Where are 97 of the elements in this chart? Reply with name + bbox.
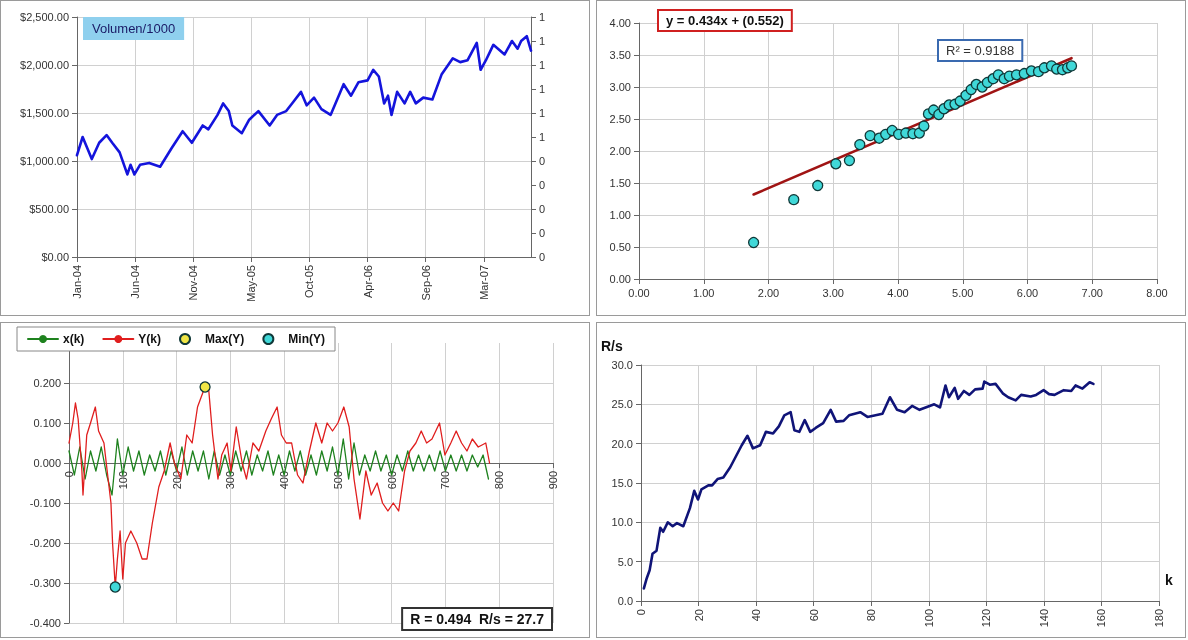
x-tick-label: 600 [385, 471, 398, 490]
x-tick-label: 20 [692, 609, 705, 622]
y-tick-label: 20.0 [611, 437, 633, 450]
y-tick-label: 2.00 [609, 145, 631, 157]
y-tick-label: 1.00 [609, 209, 631, 221]
y-tick-label: -0.400 [29, 617, 61, 629]
x-tick-label: 200 [170, 471, 183, 490]
legend-label: Y(k) [138, 332, 162, 346]
y-tick-label: 1.50 [609, 177, 631, 189]
y-tick-label: 2.50 [609, 113, 631, 125]
x-tick-label: 700 [439, 471, 452, 490]
y2-tick-label: 1 [539, 107, 546, 119]
point [1065, 60, 1078, 72]
y-tick-label: $2,500.00 [20, 11, 69, 23]
x-tick-label: Oct-05 [303, 265, 316, 299]
y-tick-label: 5.0 [617, 555, 633, 568]
annotation: Volumen/1000 [92, 21, 176, 36]
x-tick-label: Jun-04 [129, 265, 142, 299]
y-tick-label: 25.0 [611, 398, 633, 411]
y2-tick-label: 0 [539, 227, 546, 239]
x-axis-title: k [1165, 572, 1173, 588]
x-tick-label: Apr-06 [361, 265, 374, 299]
y2-tick-label: 1 [539, 131, 546, 143]
x-tick-label: Jan-04 [71, 265, 83, 299]
x-tick-label: 6.00 [1016, 286, 1039, 299]
y-tick-label: 0.0 [617, 595, 633, 607]
x-tick-label: 0.00 [628, 286, 650, 299]
y-tick-label: 0.100 [33, 417, 61, 429]
y-tick-label: 0.200 [33, 377, 61, 389]
y2-tick-label: 1 [539, 35, 546, 47]
y-tick-label: $0.00 [41, 251, 69, 263]
x-tick-label: 4.00 [887, 286, 909, 299]
point [918, 120, 930, 132]
point [854, 138, 866, 151]
x-tick-label: 0 [635, 609, 647, 616]
point [788, 193, 800, 206]
y-tick-label: -0.300 [29, 577, 61, 589]
x-tick-label: 80 [865, 609, 878, 622]
x-tick-label: 500 [331, 471, 344, 490]
y-tick-label: -0.200 [29, 537, 61, 549]
y2-tick-label: 1 [539, 83, 546, 95]
y2-tick-label: 1 [539, 59, 546, 71]
annotation: R² = 0.9188 [946, 43, 1015, 58]
x-tick-label: 140 [1037, 609, 1050, 628]
x-tick-label: 7.00 [1081, 286, 1103, 299]
y-tick-label: 0.50 [609, 241, 631, 253]
y-tick-label: 3.50 [609, 49, 631, 61]
x-tick-label: 0 [63, 471, 75, 478]
y-tick-label: $1,500.00 [20, 107, 69, 119]
annotation: y = 0.434x + (0.552) [666, 13, 784, 28]
y-axis-title: R/s [601, 338, 623, 354]
y-tick-label: $2,000.00 [20, 59, 69, 71]
y-tick-label: 15.0 [611, 477, 633, 489]
x-tick-label: Mar-07 [477, 265, 490, 300]
y-tick-label: $1,000.00 [20, 155, 69, 167]
y-tick-label: 10.0 [611, 516, 633, 529]
y2-tick-label: 0 [539, 155, 546, 167]
y-tick-label: 3.00 [609, 81, 631, 93]
x-tick-label: 900 [547, 471, 559, 490]
x-tick-label: 60 [807, 609, 820, 622]
legend-label: Max(Y) [205, 332, 245, 346]
x-tick-label: 1.00 [693, 286, 715, 299]
annotation: R = 0.494 R/s = 27.7 [410, 611, 545, 627]
y-tick-label: 30.0 [611, 359, 633, 371]
y2-tick-label: 0 [539, 179, 546, 191]
point [843, 154, 856, 167]
legend-label: Min(Y) [288, 332, 326, 346]
point [864, 129, 876, 142]
x-tick-label: 400 [278, 471, 291, 490]
x-tick-label: Sep-06 [419, 265, 432, 301]
point [747, 236, 760, 249]
y-tick-label: $500.00 [29, 203, 69, 215]
x-tick-label: 100 [116, 471, 129, 490]
x-tick-label: 120 [980, 609, 993, 628]
y2-tick-label: 1 [539, 11, 546, 23]
legend-label: x(k) [63, 332, 85, 346]
x-tick-label: 8.00 [1146, 286, 1168, 299]
x-tick-label: May-05 [245, 265, 258, 302]
x-tick-label: 5.00 [952, 286, 974, 299]
x-tick-label: 40 [750, 609, 763, 622]
y-tick-label: 4.00 [609, 17, 631, 29]
x-tick-label: 800 [493, 471, 506, 490]
x-tick-label: 100 [922, 609, 935, 628]
x-tick-label: 3.00 [822, 286, 844, 299]
x-tick-label: 2.00 [757, 286, 780, 299]
y-tick-label: 0.000 [33, 457, 61, 469]
point [830, 158, 842, 170]
line-series [642, 380, 1095, 590]
y-tick-label: -0.100 [29, 497, 61, 509]
point [812, 179, 824, 192]
y2-tick-label: 0 [539, 251, 546, 263]
x-tick-label: 160 [1095, 609, 1108, 628]
x-tick-label: Nov-04 [187, 265, 200, 301]
line-series [75, 34, 533, 176]
y2-tick-label: 0 [539, 203, 546, 215]
x-tick-label: 300 [224, 471, 237, 490]
x-tick-label: 180 [1153, 609, 1165, 628]
